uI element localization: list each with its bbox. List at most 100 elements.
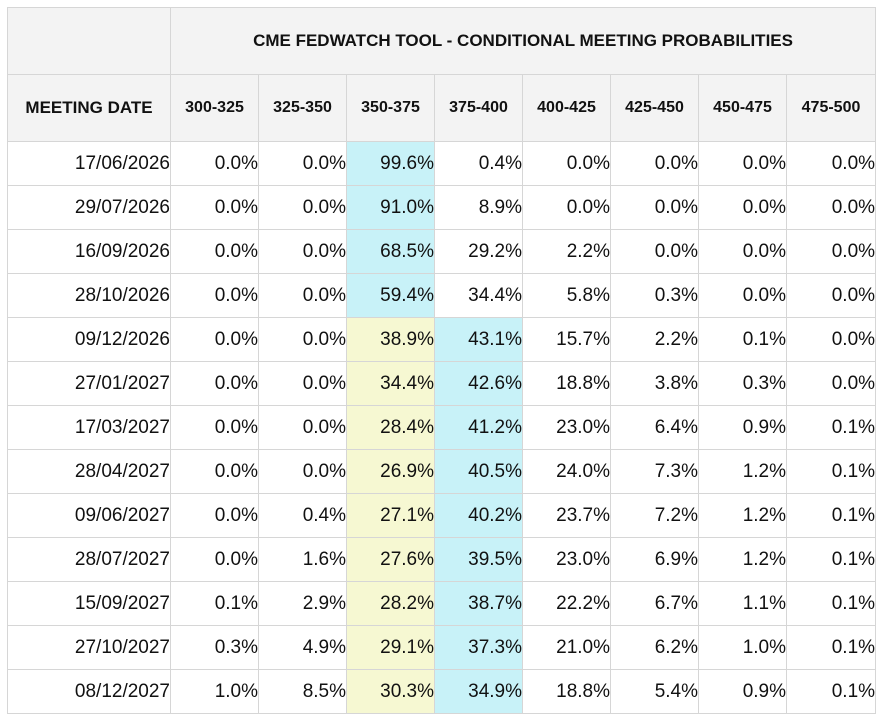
probability-cell: 6.9% xyxy=(610,537,699,582)
probability-cell: 28.4% xyxy=(346,405,435,450)
probability-cell: 0.1% xyxy=(785,493,877,538)
probability-cell: 34.4% xyxy=(434,273,523,318)
probability-cell: 0.0% xyxy=(170,273,259,318)
probability-cell: 0.0% xyxy=(610,185,699,230)
meeting-date-cell: 17/03/2027 xyxy=(7,405,171,450)
probability-cell: 0.0% xyxy=(258,141,347,186)
meeting-date-cell: 27/10/2027 xyxy=(7,625,171,670)
probability-cell: 0.0% xyxy=(698,273,787,318)
probability-cell: 0.0% xyxy=(785,185,877,230)
range-header: 400-425 xyxy=(522,74,611,142)
probability-cell: 0.0% xyxy=(170,361,259,406)
probability-cell: 1.2% xyxy=(698,493,787,538)
probability-cell: 26.9% xyxy=(346,449,435,494)
probability-cell: 1.0% xyxy=(698,625,787,670)
probability-cell: 5.8% xyxy=(522,273,611,318)
table-row: 27/01/2027 0.0% 0.0% 34.4% 42.6% 18.8% 3.8% 0.3… xyxy=(7,361,877,406)
meeting-date-cell: 29/07/2026 xyxy=(7,185,171,230)
probability-cell: 29.2% xyxy=(434,229,523,274)
probability-cell: 59.4% xyxy=(346,273,435,318)
probability-cell: 0.0% xyxy=(785,361,877,406)
probability-cell: 22.2% xyxy=(522,581,611,626)
title-row: CME FEDWATCH TOOL - CONDITIONAL MEETING … xyxy=(7,7,877,75)
meeting-date-cell: 16/09/2026 xyxy=(7,229,171,274)
probability-cell: 6.2% xyxy=(610,625,699,670)
probability-cell: 6.7% xyxy=(610,581,699,626)
table-row: 17/06/2026 0.0% 0.0% 99.6% 0.4% 0.0% 0.0% 0.0% 0… xyxy=(7,141,877,186)
table-row: 09/06/2027 0.0% 0.4% 27.1% 40.2% 23.7% 7.2% 1.2… xyxy=(7,493,877,538)
probability-cell: 0.0% xyxy=(698,141,787,186)
range-header: 300-325 xyxy=(170,74,259,142)
probability-cell: 0.0% xyxy=(522,185,611,230)
probability-cell: 0.1% xyxy=(170,581,259,626)
probability-cell: 0.0% xyxy=(170,449,259,494)
probability-cell: 91.0% xyxy=(346,185,435,230)
probability-cell: 37.3% xyxy=(434,625,523,670)
probability-cell: 1.1% xyxy=(698,581,787,626)
probability-cell: 0.1% xyxy=(785,581,877,626)
probability-cell: 7.3% xyxy=(610,449,699,494)
probability-cell: 99.6% xyxy=(346,141,435,186)
probability-cell: 0.0% xyxy=(170,141,259,186)
probability-cell: 0.3% xyxy=(170,625,259,670)
meeting-date-cell: 28/07/2027 xyxy=(7,537,171,582)
probability-cell: 38.9% xyxy=(346,317,435,362)
range-header: 350-375 xyxy=(346,74,435,142)
probability-cell: 0.0% xyxy=(698,185,787,230)
probability-cell: 5.4% xyxy=(610,669,699,714)
probability-cell: 0.0% xyxy=(785,317,877,362)
probability-table: CME FEDWATCH TOOL - CONDITIONAL MEETING … xyxy=(7,7,877,714)
table-row: 27/10/2027 0.3% 4.9% 29.1% 37.3% 21.0% 6.2% 1.0… xyxy=(7,625,877,670)
probability-cell: 6.4% xyxy=(610,405,699,450)
probability-cell: 27.1% xyxy=(346,493,435,538)
probability-cell: 0.1% xyxy=(785,449,877,494)
probability-cell: 0.0% xyxy=(785,273,877,318)
probability-cell: 3.8% xyxy=(610,361,699,406)
table-row: 29/07/2026 0.0% 0.0% 91.0% 8.9% 0.0% 0.0% 0.0% 0… xyxy=(7,185,877,230)
probability-cell: 8.5% xyxy=(258,669,347,714)
probability-cell: 0.0% xyxy=(258,449,347,494)
probability-cell: 0.4% xyxy=(258,493,347,538)
probability-cell: 8.9% xyxy=(434,185,523,230)
probability-cell: 23.7% xyxy=(522,493,611,538)
probability-cell: 0.0% xyxy=(698,229,787,274)
probability-cell: 4.9% xyxy=(258,625,347,670)
probability-cell: 0.0% xyxy=(258,405,347,450)
probability-cell: 21.0% xyxy=(522,625,611,670)
probability-cell: 0.0% xyxy=(170,185,259,230)
probability-cell: 0.9% xyxy=(698,669,787,714)
probability-cell: 0.0% xyxy=(258,273,347,318)
probability-cell: 18.8% xyxy=(522,361,611,406)
range-header: 325-350 xyxy=(258,74,347,142)
probability-cell: 0.3% xyxy=(610,273,699,318)
meeting-date-cell: 08/12/2027 xyxy=(7,669,171,714)
probability-cell: 0.1% xyxy=(785,537,877,582)
probability-cell: 0.0% xyxy=(258,185,347,230)
probability-cell: 0.0% xyxy=(785,229,877,274)
probability-cell: 2.2% xyxy=(522,229,611,274)
probability-cell: 0.1% xyxy=(698,317,787,362)
meeting-date-cell: 09/12/2026 xyxy=(7,317,171,362)
probability-cell: 23.0% xyxy=(522,537,611,582)
meeting-date-cell: 28/04/2027 xyxy=(7,449,171,494)
probability-cell: 0.9% xyxy=(698,405,787,450)
fedwatch-panel: CME FEDWATCH TOOL - CONDITIONAL MEETING … xyxy=(7,7,877,715)
range-header: 425-450 xyxy=(610,74,699,142)
probability-cell: 23.0% xyxy=(522,405,611,450)
probability-cell: 27.6% xyxy=(346,537,435,582)
probability-cell: 0.0% xyxy=(170,537,259,582)
probability-cell: 0.1% xyxy=(785,669,877,714)
probability-cell: 15.7% xyxy=(522,317,611,362)
probability-cell: 34.9% xyxy=(434,669,523,714)
probability-cell: 29.1% xyxy=(346,625,435,670)
probability-cell: 0.0% xyxy=(170,229,259,274)
meeting-date-cell: 09/06/2027 xyxy=(7,493,171,538)
meeting-date-header: MEETING DATE xyxy=(7,74,171,142)
probability-cell: 0.0% xyxy=(170,317,259,362)
range-header: 375-400 xyxy=(434,74,523,142)
probability-cell: 0.0% xyxy=(610,141,699,186)
table-row: 17/03/2027 0.0% 0.0% 28.4% 41.2% 23.0% 6.4% 0.9… xyxy=(7,405,877,450)
probability-cell: 0.0% xyxy=(258,317,347,362)
probability-cell: 2.9% xyxy=(258,581,347,626)
probability-cell: 1.0% xyxy=(170,669,259,714)
